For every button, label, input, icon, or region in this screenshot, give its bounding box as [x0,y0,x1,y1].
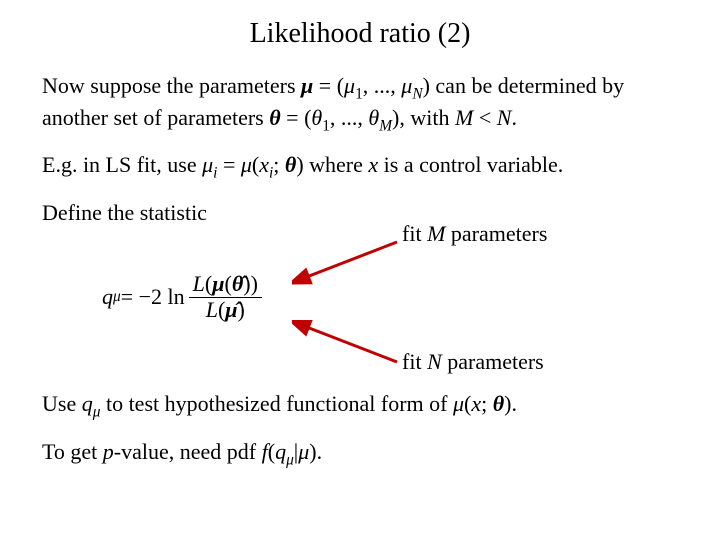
sym-q: q [275,439,286,464]
arrow-top-icon [292,236,402,286]
title-text: Likelihood ratio (2) [250,18,471,49]
sym-L: L [206,297,218,322]
fraction: L(μ(θ̂)) L(μ̂) [189,272,262,321]
t: to test hypothesized functional form of [100,391,453,416]
t: is a control variable. [378,152,563,177]
sym-theta: θ [368,105,379,130]
t: ( [268,439,275,464]
sym-mu: μ [453,391,464,416]
t: fit [402,349,427,374]
sym-theta: θ [311,105,322,130]
t: , ..., [363,73,402,98]
t: ; [273,152,285,177]
sym-theta: θ [285,152,296,177]
sym-N: N [427,349,442,374]
sym-mu-hat: μ̂ [225,297,237,322]
t: = −2 ln [121,283,185,311]
t: parameters [445,221,547,246]
sym-x: x [471,391,481,416]
slide-title: Likelihood ratio (2) [0,18,720,50]
equation-block: fit M parameters qμ = −2 ln L(μ(θ̂)) L(μ… [42,242,678,372]
sym-x: x [259,152,269,177]
sym-theta: θ [269,105,280,130]
t: To get [42,439,103,464]
sym-mu: μ [344,73,355,98]
arrow-bottom-icon [292,320,402,370]
para-3: Define the statistic [42,199,678,227]
t: ( [225,271,232,296]
denominator: L(μ̂) [202,298,249,322]
sym-L: L [193,271,205,296]
sub: μ [286,451,294,468]
t: < [473,105,496,130]
t: -value, need pdf [114,439,262,464]
sym-M: M [427,221,445,246]
sym-q: q [82,391,93,416]
sym-mu: μ [202,152,213,177]
t: parameters [442,349,544,374]
slide-content: Now suppose the parameters μ = (μ1, ...,… [0,72,720,470]
sym-N: N [497,105,512,130]
sym-p: p [103,439,114,464]
t: E.g. in LS fit, use [42,152,202,177]
t: )) [243,271,258,296]
t: = ( [281,105,312,130]
t: , ..., [330,105,369,130]
numerator: L(μ(θ̂)) [189,272,262,297]
t: ), with [392,105,455,130]
para-4: Use q μ to test hypothesized functional f… [42,390,678,422]
sym-mu: μ [298,439,309,464]
sym-x: x [368,152,378,177]
t: Define the statistic [42,200,207,225]
t: ). [504,391,517,416]
sym-mu: μ [301,73,313,98]
annotation-fit-N: fit N parameters [402,348,544,376]
t: Use [42,391,82,416]
t: fit [402,221,427,246]
sym-mu: μ [241,152,252,177]
sym-theta: θ [493,391,504,416]
t: ; [481,391,493,416]
annotation-fit-M: fit M parameters [402,220,547,248]
t: ). [309,439,322,464]
sym-theta-hat: θ̂ [232,271,243,296]
sub: 1 [355,85,363,102]
sym-mu: μ [401,73,412,98]
sub: 1 [322,117,330,134]
sub: μ [113,287,121,306]
sym-q: q [102,283,113,311]
para-2: E.g. in LS fit, use μi = μ(xi; θ) where … [42,151,678,183]
para-5: To get p-value, need pdf f(qμ|μ). [42,438,678,470]
t: = [217,152,240,177]
sym-mu: μ [212,271,224,296]
equation: qμ = −2 ln L(μ(θ̂)) L(μ̂) [102,272,262,321]
sym-M: M [455,105,473,130]
sub: N [412,85,422,102]
t: = ( [313,73,344,98]
t: . [511,105,517,130]
t: ) [238,297,245,322]
para-1: Now suppose the parameters μ = (μ1, ...,… [42,72,678,135]
t: ) where [296,152,368,177]
sub: M [379,117,392,134]
t: Now suppose the parameters [42,73,301,98]
